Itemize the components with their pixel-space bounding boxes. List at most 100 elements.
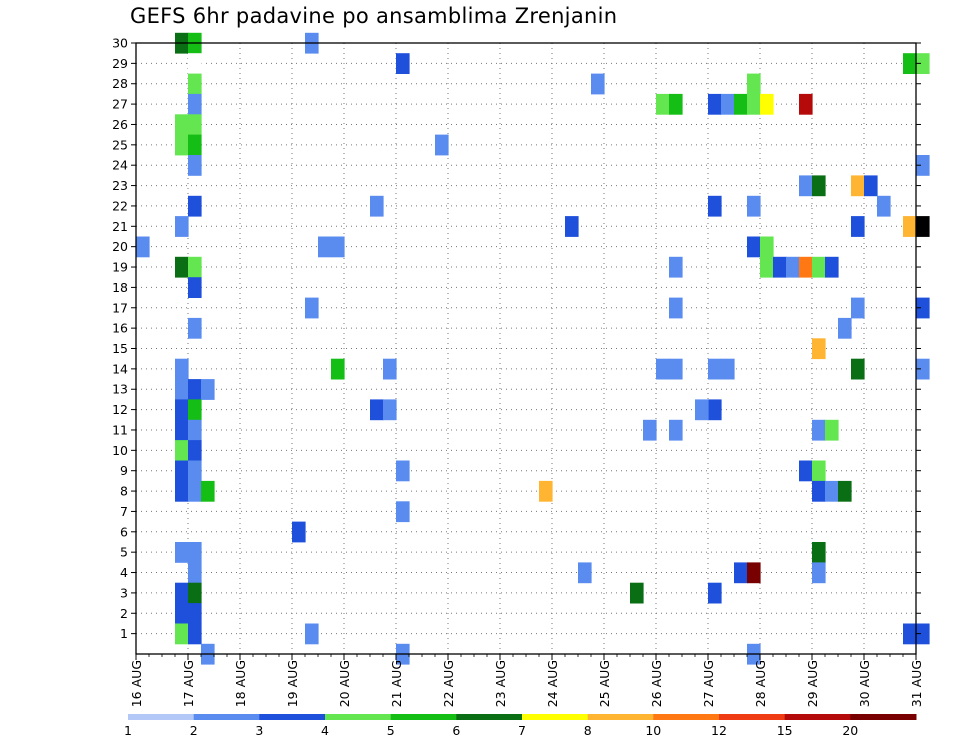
y-tick-label: 23 [112,178,128,193]
y-tick-label: 29 [112,56,128,71]
heatmap-cell [188,73,202,95]
x-tick-label: 17 AUG [181,660,196,707]
heatmap-cell [838,480,852,502]
x-tick-label: 19 AUG [285,660,300,707]
heatmap-cell [188,317,202,339]
y-tick-label: 30 [112,36,128,51]
colorbar-label: 5 [387,723,395,738]
heatmap-cell [188,460,202,482]
heatmap-cell [799,256,813,278]
heatmap-cell [669,358,683,380]
heatmap-cell [708,358,722,380]
heatmap-cell [760,236,774,258]
heatmap-cell [851,175,865,197]
heatmap-cell [812,419,826,441]
x-tick-label: 18 AUG [233,660,248,707]
heatmap-cell [851,358,865,380]
heatmap-cell [799,460,813,482]
heatmap-cell [175,440,189,461]
colorbar-swatch [128,714,195,720]
heatmap-cell [825,419,839,441]
heatmap-cell [916,216,930,237]
heatmap-cell [383,399,397,421]
heatmap-cell [370,399,384,421]
heatmap-cell [136,236,150,258]
x-tick-label: 16 AUG [129,660,144,707]
heatmap-cell [864,175,878,197]
heatmap-cell [396,53,410,74]
heatmap-cell [188,419,202,441]
x-tick-label: 29 AUG [805,660,820,707]
heatmap-cell [916,623,930,645]
heatmap-cell [812,338,826,360]
heatmap-cell [188,53,202,74]
heatmap-cell [812,256,826,278]
heatmap-cell [747,562,761,584]
colorbar-label: 3 [255,723,263,738]
heatmap-cell [812,542,826,563]
heatmap-cell [812,480,826,502]
colorbar-swatch [456,714,523,720]
heatmap-cell [188,440,202,461]
colorbar-swatch [784,714,851,720]
heatmap-cell [747,93,761,115]
heatmap-cell [812,175,826,197]
heatmap-cell [188,93,202,115]
y-tick-label: 18 [112,280,128,295]
heatmap-cell [721,93,735,115]
heatmap-cell [721,358,735,380]
heatmap-cell [396,460,410,482]
heatmap-cell [916,358,930,380]
heatmap-cell [188,114,202,136]
heatmap-cell [695,399,709,421]
y-tick-label: 5 [120,545,128,560]
heatmap-cell [708,93,722,115]
y-tick-label: 22 [112,198,128,213]
x-tick-label: 21 AUG [389,660,404,707]
y-tick-label: 11 [112,422,128,437]
heatmap-cell [669,256,683,278]
heatmap-cell [903,53,917,74]
heatmap-cell [188,582,202,604]
heatmap-cell [851,216,865,237]
x-tick-label: 22 AUG [441,660,456,707]
heatmap-cell [188,277,202,298]
heatmap-cell [578,562,592,584]
colorbar-swatch [653,714,720,720]
heatmap-cell [188,542,202,563]
heatmap-cell [825,256,839,278]
heatmap-cell [825,480,839,502]
heatmap-cell [175,358,189,380]
y-tick-label: 19 [112,260,128,275]
y-tick-label: 27 [112,97,128,112]
colorbar-label: 15 [777,723,793,738]
heatmap-cell [565,216,579,237]
colorbar-swatch [390,714,457,720]
heatmap-cell [916,53,930,74]
heatmap-cell [435,134,449,156]
heatmap-cell [175,480,189,502]
x-tick-label: 28 AUG [753,660,768,707]
heatmap-cell [708,582,722,604]
y-tick-label: 20 [112,239,128,254]
heatmap-cell [331,236,345,258]
heatmap-cell [747,236,761,258]
heatmap-cell [838,317,852,339]
heatmap-cell [175,582,189,604]
y-tick-label: 17 [112,300,128,315]
y-tick-label: 21 [112,219,128,234]
heatmap-cell [201,379,215,400]
heatmap-cell [188,399,202,421]
y-tick-label: 24 [112,158,128,173]
heatmap-cell [669,419,683,441]
heatmap-cell [747,73,761,95]
colorbar-label: 6 [452,723,460,738]
heatmap-cell [175,623,189,645]
colorbar-label: 4 [321,723,329,738]
heatmap-cell [760,93,774,115]
y-tick-label: 14 [112,361,128,376]
heatmap-cell [396,501,410,523]
colorbar-label: 8 [584,723,592,738]
heatmap-cell [916,155,930,176]
heatmap-cell [877,195,891,217]
